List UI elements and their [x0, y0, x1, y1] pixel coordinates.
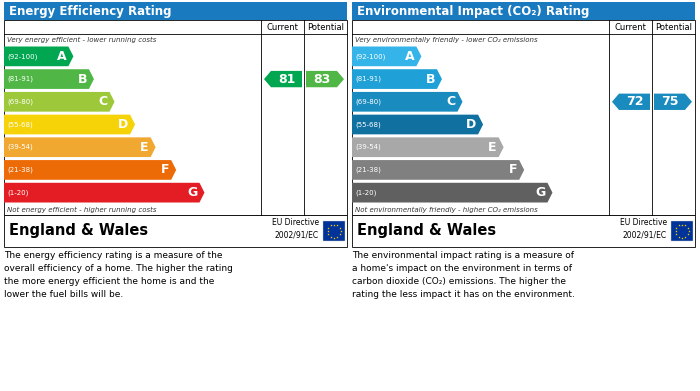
Text: EU Directive
2002/91/EC: EU Directive 2002/91/EC — [272, 218, 319, 240]
Text: EU Directive
2002/91/EC: EU Directive 2002/91/EC — [620, 218, 667, 240]
Polygon shape — [4, 47, 74, 66]
Text: 75: 75 — [661, 95, 678, 108]
Bar — [671, 221, 693, 241]
Text: (92-100): (92-100) — [7, 53, 37, 59]
Text: (81-91): (81-91) — [7, 76, 33, 83]
Bar — [4, 2, 347, 20]
Text: Not energy efficient - higher running costs: Not energy efficient - higher running co… — [7, 206, 157, 213]
Text: (55-68): (55-68) — [355, 121, 381, 128]
Text: Potential: Potential — [655, 23, 692, 32]
Text: (69-80): (69-80) — [7, 99, 33, 105]
Text: F: F — [509, 163, 517, 176]
Polygon shape — [264, 71, 302, 87]
Text: (1-20): (1-20) — [7, 189, 29, 196]
Text: (39-54): (39-54) — [7, 144, 33, 151]
Polygon shape — [352, 92, 463, 112]
Polygon shape — [306, 71, 344, 87]
Polygon shape — [4, 183, 204, 203]
Text: G: G — [187, 186, 197, 199]
Bar — [323, 221, 345, 241]
Text: (92-100): (92-100) — [355, 53, 386, 59]
Polygon shape — [654, 93, 692, 110]
Text: F: F — [161, 163, 169, 176]
Bar — [4, 20, 347, 215]
Bar — [352, 215, 695, 247]
Text: Very energy efficient - lower running costs: Very energy efficient - lower running co… — [7, 36, 156, 43]
Text: (55-68): (55-68) — [7, 121, 33, 128]
Text: 81: 81 — [278, 73, 295, 86]
Text: The environmental impact rating is a measure of
a home's impact on the environme: The environmental impact rating is a mea… — [352, 251, 575, 299]
Text: A: A — [405, 50, 414, 63]
Text: 72: 72 — [626, 95, 643, 108]
Text: (1-20): (1-20) — [355, 189, 377, 196]
Polygon shape — [352, 69, 442, 89]
Text: Not environmentally friendly - higher CO₂ emissions: Not environmentally friendly - higher CO… — [355, 206, 538, 213]
Polygon shape — [352, 183, 552, 203]
Polygon shape — [352, 137, 503, 157]
Polygon shape — [352, 115, 483, 135]
Polygon shape — [612, 93, 650, 110]
Text: A: A — [57, 50, 66, 63]
Polygon shape — [4, 69, 94, 89]
Text: Potential: Potential — [307, 23, 344, 32]
Bar — [352, 2, 695, 20]
Text: C: C — [447, 95, 456, 108]
Polygon shape — [4, 137, 155, 157]
Text: B: B — [426, 73, 435, 86]
Text: D: D — [118, 118, 128, 131]
Polygon shape — [4, 115, 135, 135]
Text: (69-80): (69-80) — [355, 99, 381, 105]
Polygon shape — [352, 160, 524, 180]
Text: Energy Efficiency Rating: Energy Efficiency Rating — [9, 5, 171, 18]
Text: E: E — [140, 141, 148, 154]
Text: Current: Current — [615, 23, 646, 32]
Text: Environmental Impact (CO₂) Rating: Environmental Impact (CO₂) Rating — [357, 5, 589, 18]
Text: B: B — [78, 73, 87, 86]
Text: (81-91): (81-91) — [355, 76, 381, 83]
Text: D: D — [466, 118, 476, 131]
Text: G: G — [536, 186, 545, 199]
Bar — [4, 215, 347, 247]
Bar — [352, 20, 695, 215]
Text: E: E — [488, 141, 496, 154]
Text: England & Wales: England & Wales — [357, 224, 496, 239]
Polygon shape — [352, 47, 421, 66]
Text: The energy efficiency rating is a measure of the
overall efficiency of a home. T: The energy efficiency rating is a measur… — [4, 251, 233, 299]
Text: Very environmentally friendly - lower CO₂ emissions: Very environmentally friendly - lower CO… — [355, 36, 538, 43]
Text: 83: 83 — [313, 73, 330, 86]
Polygon shape — [4, 160, 176, 180]
Text: England & Wales: England & Wales — [9, 224, 148, 239]
Text: (21-38): (21-38) — [355, 167, 381, 173]
Text: (39-54): (39-54) — [355, 144, 381, 151]
Text: Current: Current — [267, 23, 298, 32]
Text: C: C — [99, 95, 108, 108]
Text: (21-38): (21-38) — [7, 167, 33, 173]
Polygon shape — [4, 92, 115, 112]
